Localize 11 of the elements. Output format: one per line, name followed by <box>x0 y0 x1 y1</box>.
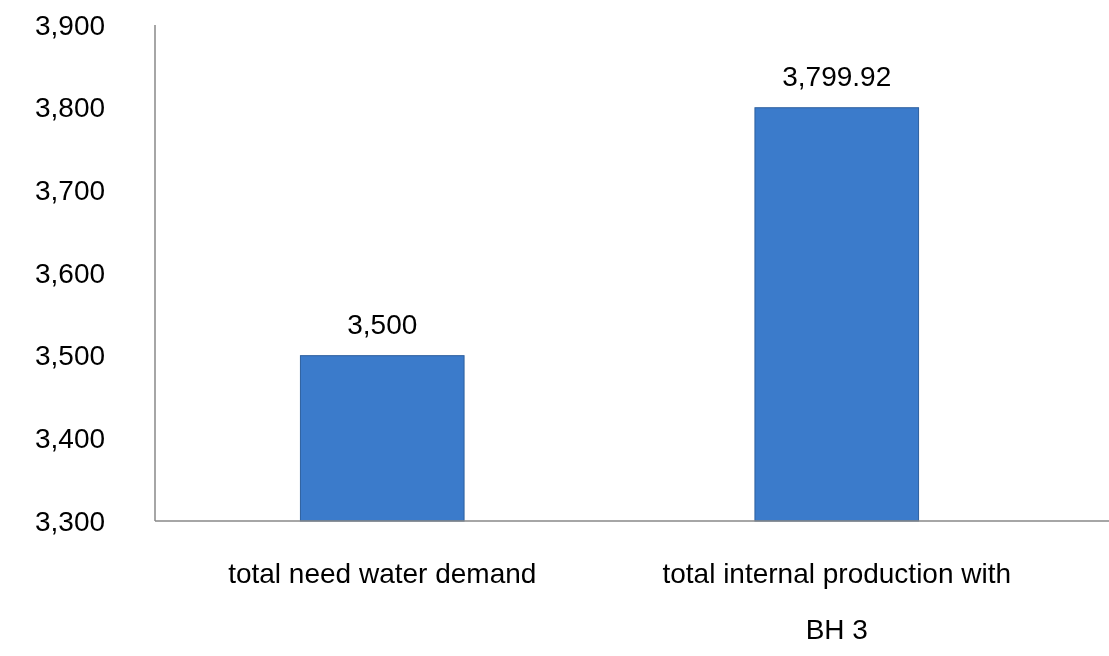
y-tick-label: 3,500 <box>34 340 106 372</box>
x-tick-label: total need water demand <box>228 558 537 589</box>
y-tick-label: 3,900 <box>34 9 106 41</box>
y-tick-label: 3,300 <box>34 505 106 537</box>
x-tick-label: total internal production with BH 3 <box>662 558 1012 645</box>
data-label: 3,500 <box>347 308 418 340</box>
data-label: 3,799.92 <box>782 60 892 92</box>
y-tick-label: 3,800 <box>34 92 106 124</box>
y-tick-label: 3,400 <box>34 423 106 455</box>
y-tick-label: 3,700 <box>34 175 106 207</box>
y-tick-label: 3,600 <box>34 257 106 289</box>
